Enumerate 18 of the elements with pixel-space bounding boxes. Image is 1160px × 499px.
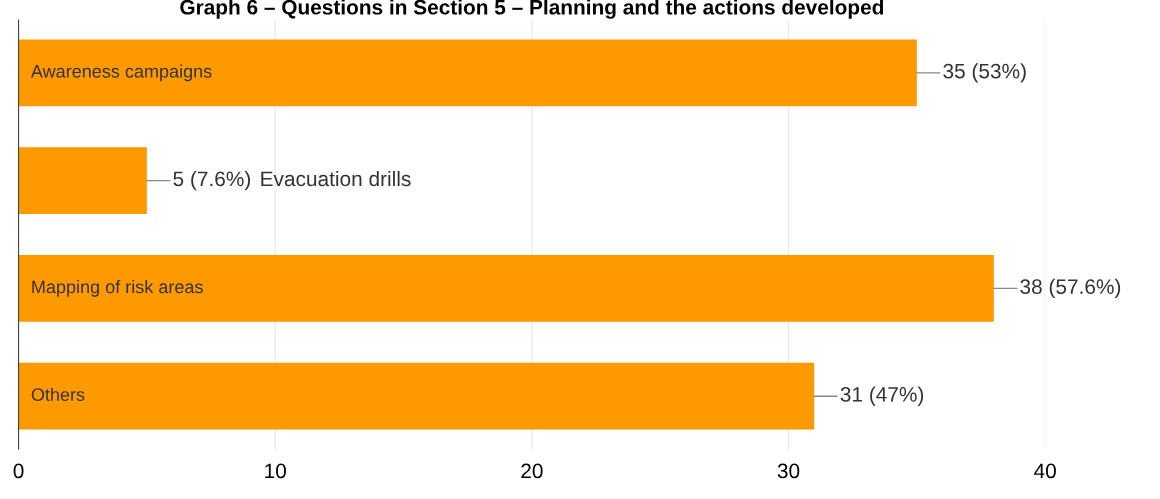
y-tick-label: Others — [31, 387, 85, 402]
y-tick-label: Evacuation drills — [261, 170, 411, 187]
data-label: 31 (47%) — [840, 386, 924, 406]
y-tick-label: Mapping of risk areas — [32, 280, 203, 297]
data-label: 38 (57.6%) — [1020, 278, 1121, 299]
bar — [18, 362, 815, 430]
bar — [18, 39, 917, 107]
chart-title: Graph 6 – Questions in Section 5 – Planning and the actions developed — [180, 0, 884, 19]
x-tick-label: 40 — [1034, 463, 1056, 479]
bar — [18, 147, 147, 215]
bar — [18, 255, 994, 322]
x-tick-label: 30 — [777, 463, 800, 479]
x-tick-label: 10 — [265, 463, 286, 479]
x-tick-label: 0 — [13, 463, 24, 479]
x-tick-label: 20 — [521, 463, 543, 479]
y-tick-label: Awareness campaigns — [30, 64, 212, 82]
data-label: 35 (53%) — [943, 63, 1026, 83]
data-label: 5 (7.6%) — [173, 170, 250, 191]
